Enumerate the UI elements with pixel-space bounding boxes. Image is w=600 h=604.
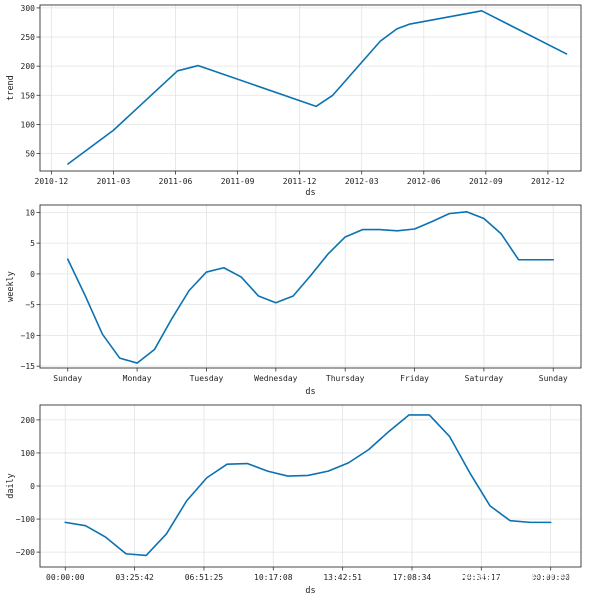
weekly-ylabel: weekly bbox=[6, 271, 16, 302]
trend-ytick-label: 200 bbox=[21, 62, 36, 71]
daily-ytick-label: −100 bbox=[16, 515, 35, 524]
weekly-xtick-label: Wednesday bbox=[254, 374, 298, 383]
trend-xtick-label: 2012-03 bbox=[345, 177, 379, 186]
weekly-ytick-label: −10 bbox=[21, 331, 36, 340]
daily-xtick-label: 17:08:34 bbox=[393, 573, 432, 582]
weekly-panel: Sunday Monday Tuesday Wednesday Thursday Frid… bbox=[6, 204, 582, 397]
daily-ytick-label: 0 bbox=[30, 482, 35, 491]
daily-ytick-label: −200 bbox=[16, 548, 35, 557]
trend-xtick-label: 2011-06 bbox=[159, 177, 193, 186]
trend-xtick-label: 2011-09 bbox=[221, 177, 255, 186]
daily-xtick-label: 13:42:51 bbox=[323, 573, 362, 582]
weekly-ytick-label: 5 bbox=[30, 239, 35, 248]
weekly-xtick-label: Tuesday bbox=[190, 374, 224, 383]
weekly-xtick-label: Thursday bbox=[326, 374, 365, 383]
weekly-xlabel: ds bbox=[305, 387, 315, 397]
trend-xtick-label: 2012-12 bbox=[531, 177, 565, 186]
daily-series-line bbox=[64, 414, 552, 557]
trend-xtick-label: 2011-12 bbox=[283, 177, 317, 186]
weekly-xtick-label: Sunday bbox=[539, 374, 568, 383]
daily-xtick-label: 00:00:00 bbox=[531, 573, 570, 582]
trend-xtick-label: 2012-09 bbox=[469, 177, 503, 186]
weekly-ytick-label: −15 bbox=[21, 362, 36, 371]
daily-xtick-label: 03:25:42 bbox=[115, 573, 154, 582]
weekly-axes-frame bbox=[39, 204, 582, 369]
trend-xtick-label: 2010-12 bbox=[35, 177, 69, 186]
weekly-ytick-label: −5 bbox=[25, 301, 35, 310]
daily-xtick-label: 20:34:17 bbox=[462, 573, 501, 582]
trend-xlabel: ds bbox=[305, 188, 315, 198]
weekly-ytick-label: 0 bbox=[30, 270, 35, 279]
weekly-xtick-label: Monday bbox=[123, 374, 152, 383]
trend-ytick-label: 150 bbox=[21, 91, 36, 100]
weekly-ytick-label: 10 bbox=[25, 208, 35, 217]
daily-xtick-label: 10:17:08 bbox=[254, 573, 293, 582]
trend-xtick-label: 2012-06 bbox=[407, 177, 441, 186]
weekly-series-line bbox=[66, 210, 555, 364]
trend-xtick-label: 2011-03 bbox=[97, 177, 131, 186]
weekly-xtick-label: Saturday bbox=[465, 374, 504, 383]
daily-xtick-label: 06:51:25 bbox=[185, 573, 224, 582]
daily-panel: 00:00:00 03:25:42 06:51:25 10:17:08 13:42:51… bbox=[6, 404, 582, 596]
weekly-xtick-label: Friday bbox=[400, 374, 429, 383]
trend-series-line bbox=[67, 10, 568, 165]
trend-ytick-label: 50 bbox=[25, 150, 35, 159]
trend-axes-frame bbox=[39, 4, 582, 172]
trend-ytick-label: 100 bbox=[21, 120, 36, 129]
daily-ylabel: daily bbox=[6, 473, 16, 499]
watermark-text: 知乎 @HarHeimer bbox=[443, 568, 575, 586]
trend-ylabel: trend bbox=[6, 75, 16, 101]
daily-ytick-label: 200 bbox=[21, 416, 36, 425]
daily-xlabel: ds bbox=[305, 586, 315, 596]
daily-xtick-label: 00:00:00 bbox=[46, 573, 85, 582]
trend-panel: 2010-12 2011-03 2011-06 2011-09 2011-12 2012-… bbox=[6, 4, 582, 198]
trend-ytick-label: 300 bbox=[21, 4, 36, 13]
daily-ytick-label: 100 bbox=[21, 449, 36, 458]
trend-ytick-label: 250 bbox=[21, 33, 36, 42]
weekly-xtick-label: Sunday bbox=[53, 374, 82, 383]
